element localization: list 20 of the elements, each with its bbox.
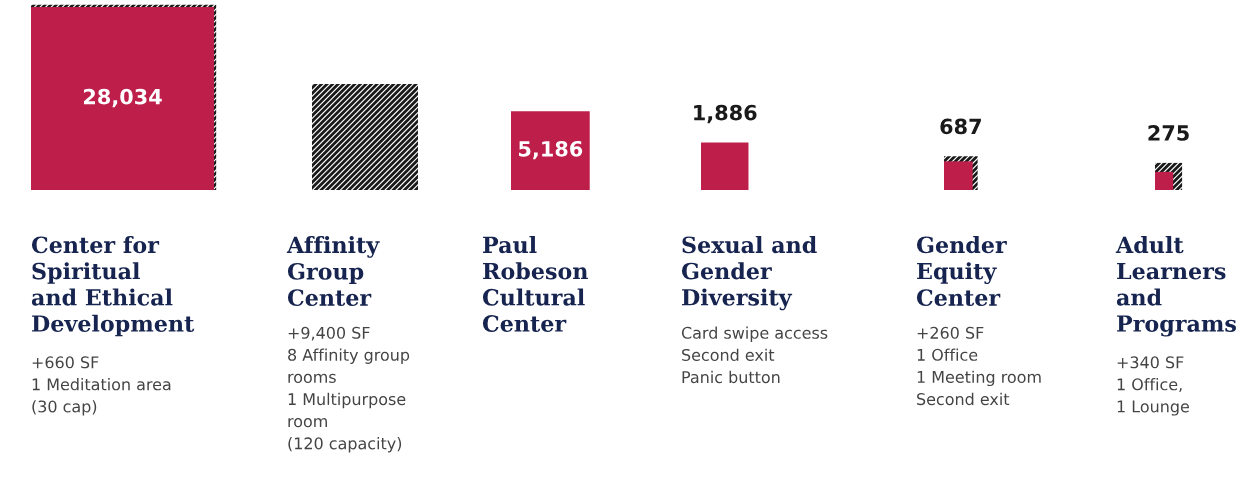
text: Card swipe access Second exit Panic button [681, 326, 828, 384]
data-label: +660 SF [32, 356, 99, 369]
category-label: Sexual and Gender Diversity [681, 236, 817, 311]
data-label: 5,186 [519, 140, 583, 160]
data-label: 28,034 [83, 88, 162, 108]
category-label: Center for Spiritual and Ethical Development [31, 236, 195, 337]
data-label: 275 [1148, 125, 1189, 141]
text: 8 Affinity group rooms 1 Multipurpose room (120 capacity) [288, 348, 410, 453]
data-label: +340 SF [1117, 356, 1184, 369]
category-label: Paul Robeson Cultural Center [482, 236, 588, 332]
data-label: 1,886 [694, 104, 757, 124]
data-label: +9,400 SF [288, 326, 370, 341]
category-label: Affinity Group Center [286, 236, 380, 306]
category-label: Gender Equity Center [916, 236, 1007, 306]
text: 1 Office, 1 Lounge [1117, 378, 1189, 416]
text: 1 Office 1 Meeting room Second exit [917, 348, 1041, 406]
data-label: 687 [940, 118, 981, 135]
category-label: Adult Learners and Programs [1115, 236, 1236, 337]
data-label: +260 SF [917, 326, 984, 339]
text: 1 Meditation area (30 cap) [32, 378, 171, 416]
